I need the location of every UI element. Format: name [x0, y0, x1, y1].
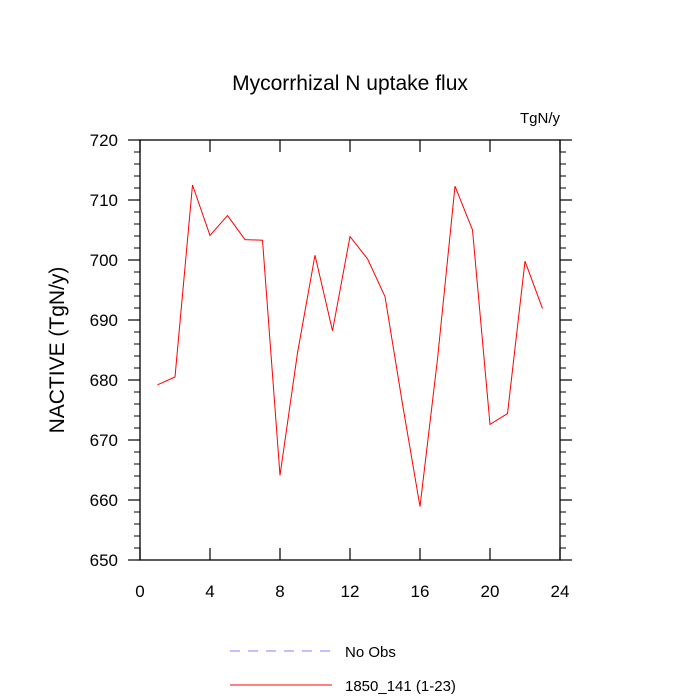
legend: No Obs 1850_141 (1-23) — [230, 644, 456, 695]
x-tick-label: 16 — [411, 582, 430, 601]
series-layer — [157, 184, 543, 507]
y-tick-label: 690 — [90, 311, 118, 330]
units-label: TgN/y — [520, 110, 561, 127]
y-tick-label: 700 — [90, 251, 118, 270]
chart-title: Mycorrhizal N uptake flux — [232, 72, 468, 95]
y-axis-label: NACTIVE (TgN/y) — [46, 267, 69, 434]
x-tick-label: 8 — [275, 582, 284, 601]
x-tick-label: 24 — [551, 582, 570, 601]
y-tick-label: 660 — [90, 491, 118, 510]
x-tick-label: 0 — [135, 582, 144, 601]
y-tick-label: 650 — [90, 551, 118, 570]
y-tick-label: 720 — [90, 131, 118, 150]
x-tick-label: 12 — [341, 582, 360, 601]
plot-frame — [139, 139, 561, 561]
axis-ticks — [128, 139, 572, 561]
x-tick-label: 20 — [481, 582, 500, 601]
legend-label: 1850_141 (1-23) — [345, 678, 456, 695]
y-tick-label: 670 — [90, 431, 118, 450]
axis-tick-labels: 0 4 8 12 16 20 24 650 660 670 680 690 700 710 720 — [90, 131, 570, 601]
series-line — [157, 184, 543, 507]
y-tick-label: 680 — [90, 371, 118, 390]
legend-label: No Obs — [345, 644, 396, 661]
x-tick-label: 4 — [205, 582, 214, 601]
y-tick-label: 710 — [90, 191, 118, 210]
